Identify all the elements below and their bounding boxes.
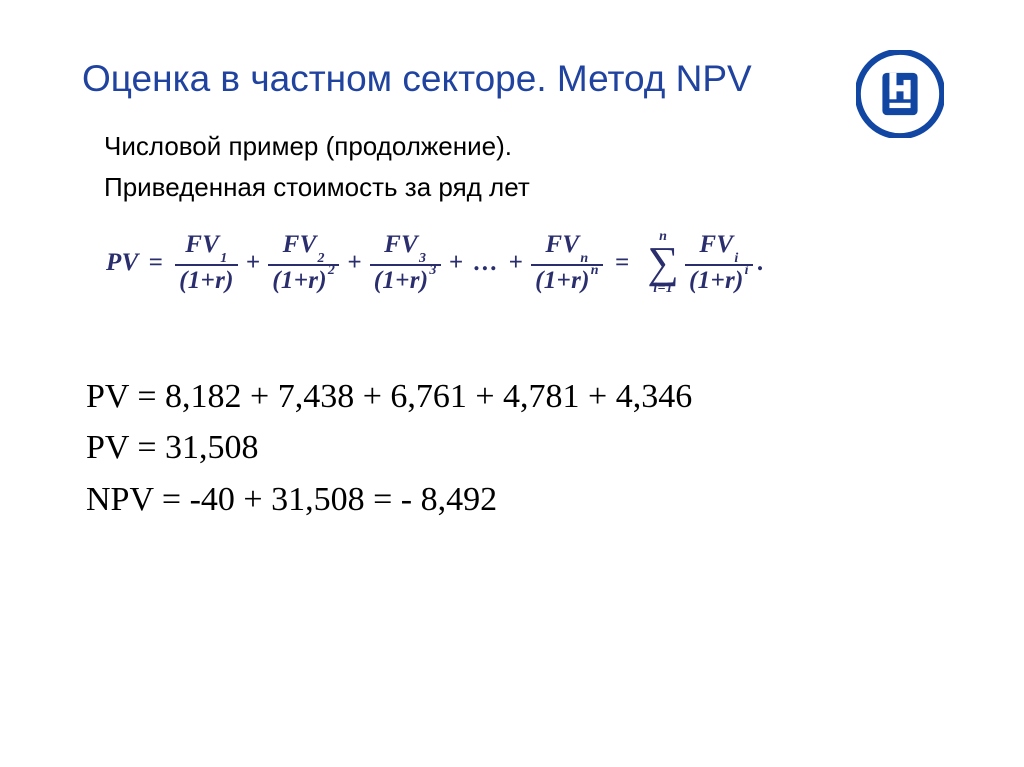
calc-line-2: PV = 31,508 xyxy=(86,425,964,471)
summation: n ∑ i=1 xyxy=(647,231,679,296)
equals-sign-2: = xyxy=(615,249,630,277)
formula-period: . xyxy=(757,249,764,277)
equals-sign: = xyxy=(149,249,164,277)
calc-line-1: PV = 8,182 + 7,438 + 6,761 + 4,781 + 4,3… xyxy=(86,374,964,420)
term-i: FVi (1+r)i xyxy=(685,232,753,295)
pv-formula: PV = FV1 (1+r) + FV2 (1+r)2 + FV3 (1+r)3… xyxy=(106,231,964,296)
term-1: FV1 (1+r) xyxy=(175,232,238,295)
term-2: FV2 (1+r)2 xyxy=(268,232,339,295)
plus-3: + xyxy=(449,249,464,277)
ellipsis: … xyxy=(473,249,498,277)
plus-2: + xyxy=(347,249,362,277)
term-n: FVn (1+r)n xyxy=(531,232,603,295)
subtitle-line-1: Числовой пример (продолжение). xyxy=(104,129,964,164)
calculation-block: PV = 8,182 + 7,438 + 6,761 + 4,781 + 4,3… xyxy=(86,374,964,524)
term-3: FV3 (1+r)3 xyxy=(370,232,441,295)
pv-label: PV xyxy=(106,249,139,277)
slide-container: Оценка в частном секторе. Метод NPV Числ… xyxy=(0,0,1024,767)
plus-1: + xyxy=(246,249,261,277)
plus-4: + xyxy=(509,249,524,277)
subtitle-line-2: Приведенная стоимость за ряд лет xyxy=(104,170,964,205)
hse-logo xyxy=(856,50,944,138)
calc-line-3: NPV = -40 + 31,508 = - 8,492 xyxy=(86,477,964,523)
slide-title: Оценка в частном секторе. Метод NPV xyxy=(82,58,964,101)
formula-row: PV = FV1 (1+r) + FV2 (1+r)2 + FV3 (1+r)3… xyxy=(106,231,964,296)
